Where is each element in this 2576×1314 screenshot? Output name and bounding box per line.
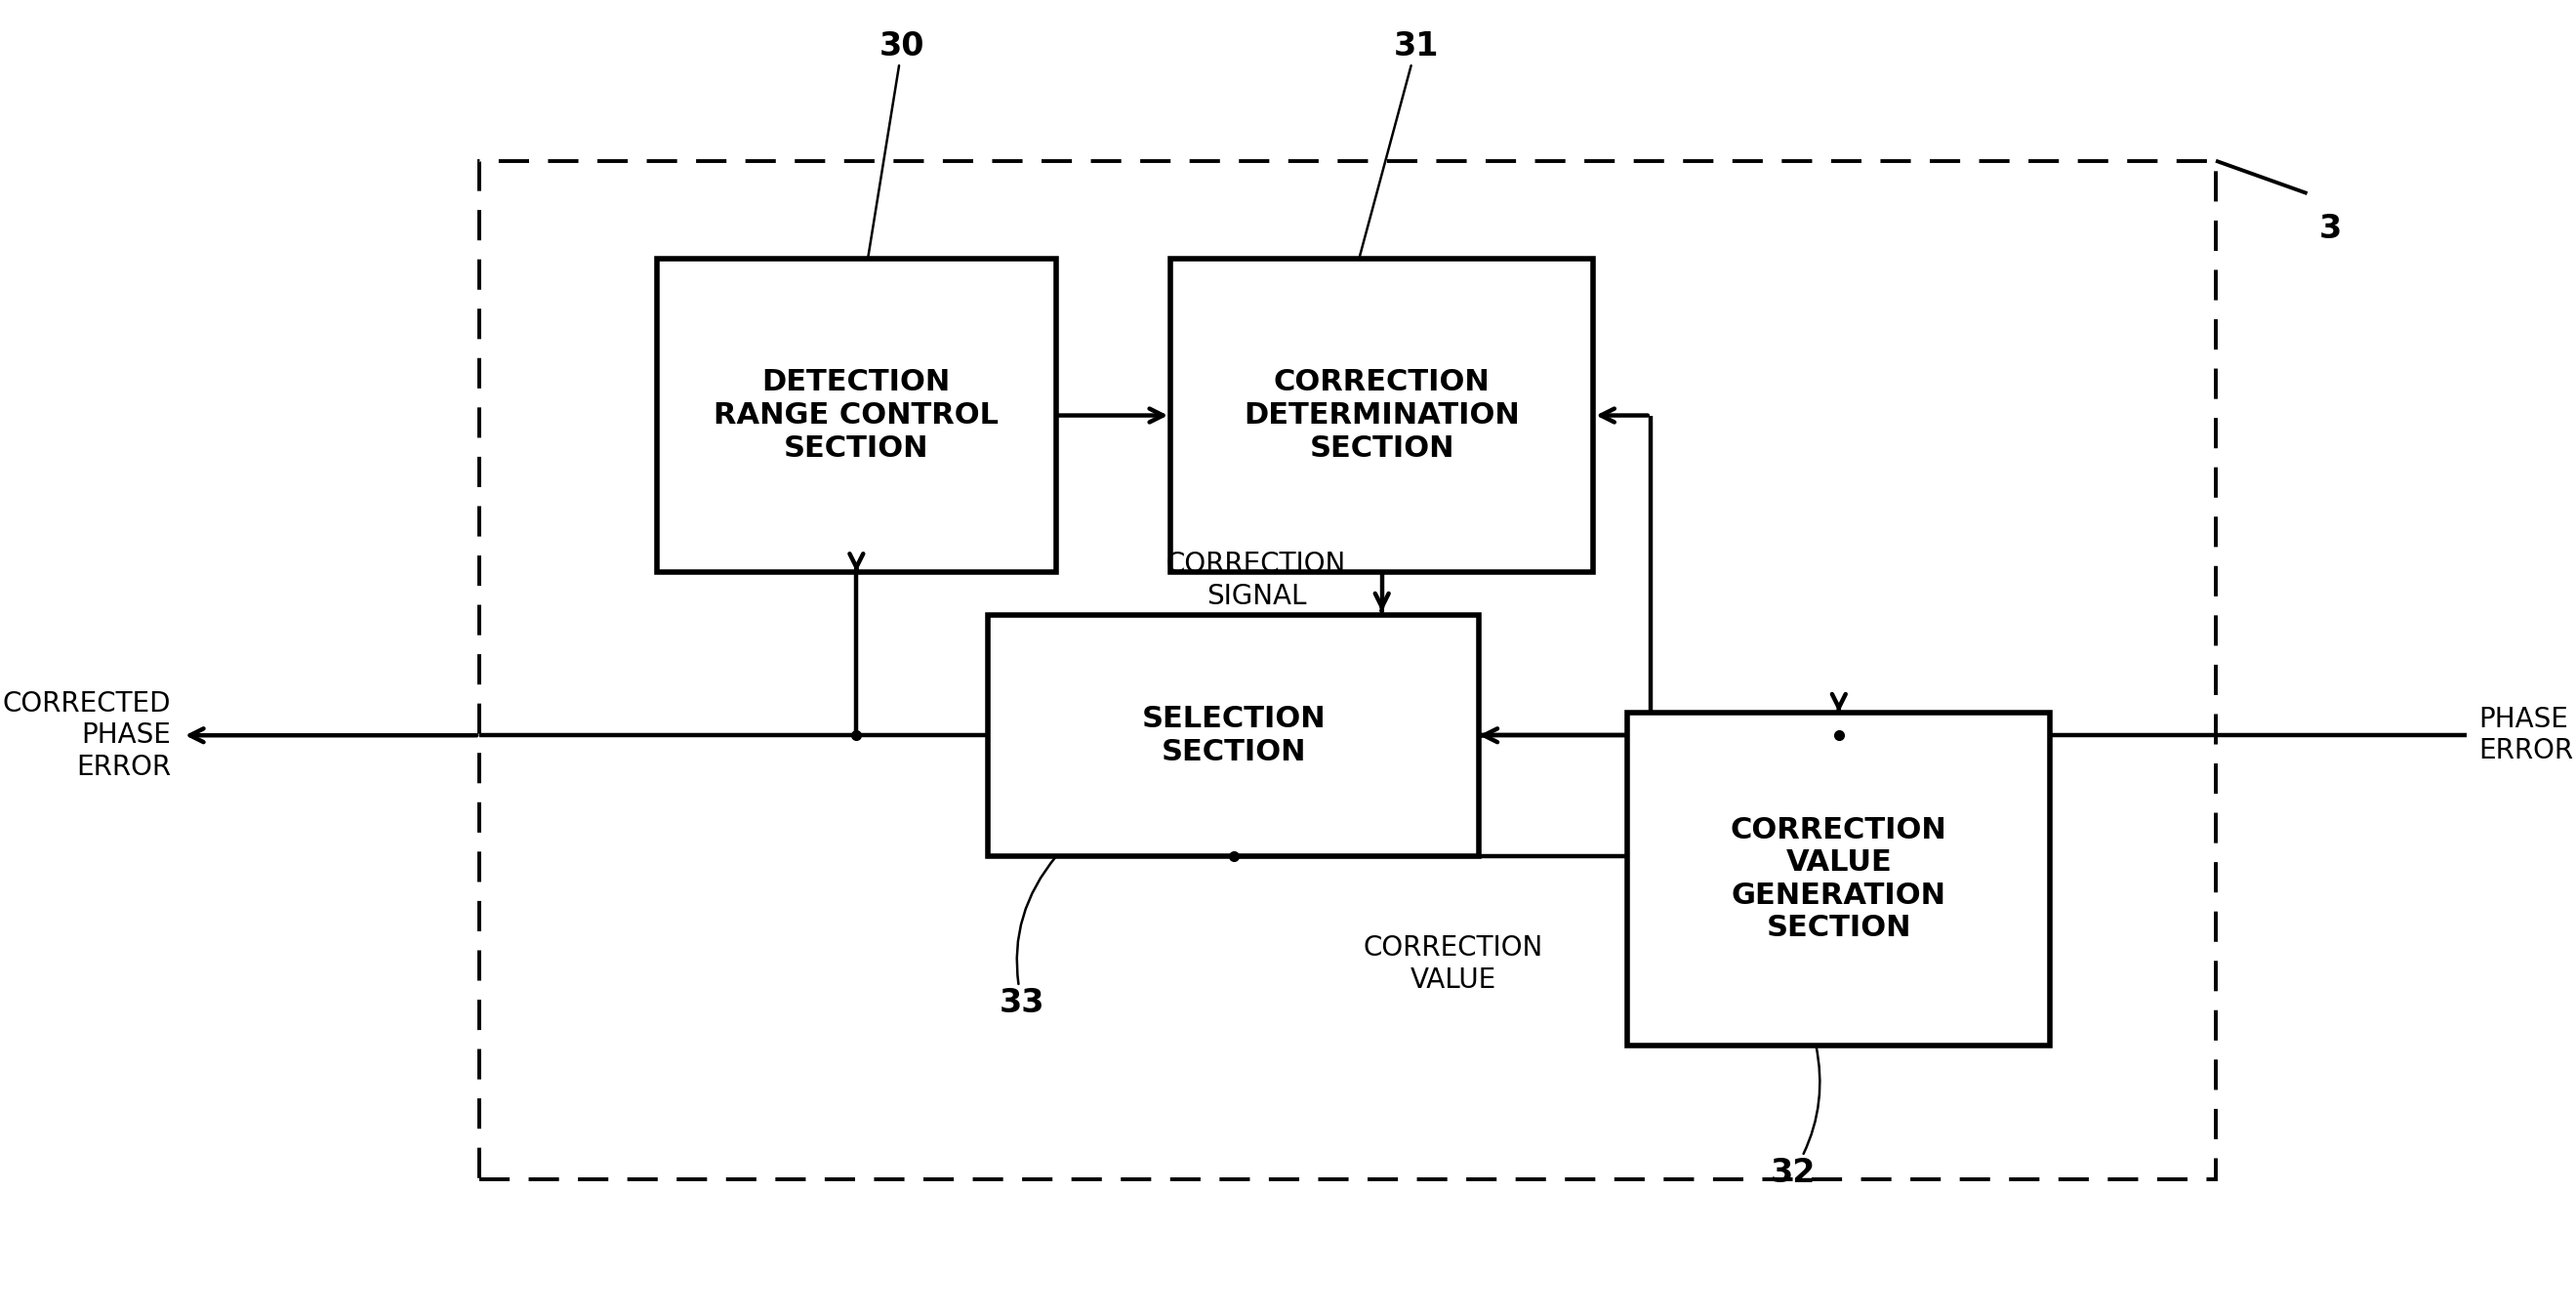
Text: 32: 32 bbox=[1770, 1046, 1819, 1189]
Text: PHASE
ERROR: PHASE ERROR bbox=[2478, 706, 2573, 765]
Text: 3: 3 bbox=[2318, 213, 2342, 246]
Bar bbox=[987, 615, 1479, 857]
Bar bbox=[1170, 259, 1592, 572]
Text: DETECTION
RANGE CONTROL
SECTION: DETECTION RANGE CONTROL SECTION bbox=[714, 368, 999, 463]
Bar bbox=[1628, 712, 2050, 1046]
Text: 31: 31 bbox=[1360, 30, 1440, 259]
Text: CORRECTION
VALUE
GENERATION
SECTION: CORRECTION VALUE GENERATION SECTION bbox=[1731, 816, 1947, 942]
Bar bbox=[657, 259, 1056, 572]
Text: 30: 30 bbox=[868, 30, 925, 259]
Text: SELECTION
SECTION: SELECTION SECTION bbox=[1141, 704, 1327, 766]
Text: 33: 33 bbox=[999, 857, 1056, 1018]
Text: CORRECTED
PHASE
ERROR: CORRECTED PHASE ERROR bbox=[3, 690, 170, 781]
Text: CORRECTION
SIGNAL: CORRECTION SIGNAL bbox=[1167, 551, 1347, 610]
Text: CORRECTION
VALUE: CORRECTION VALUE bbox=[1363, 934, 1543, 993]
Text: CORRECTION
DETERMINATION
SECTION: CORRECTION DETERMINATION SECTION bbox=[1244, 368, 1520, 463]
Bar bbox=[479, 160, 2215, 1180]
